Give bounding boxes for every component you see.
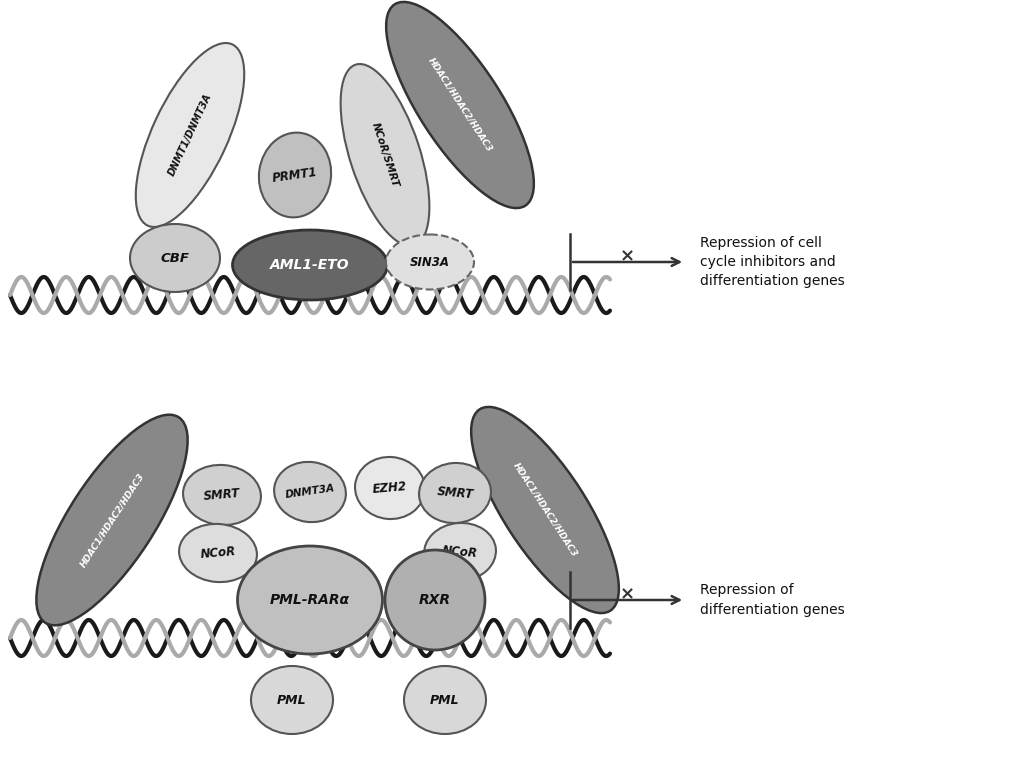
Ellipse shape — [404, 666, 486, 734]
Text: AML1-ETO: AML1-ETO — [270, 258, 350, 272]
Text: HDAC1/HDAC2/HDAC3: HDAC1/HDAC2/HDAC3 — [78, 471, 145, 569]
Text: NCoR: NCoR — [200, 545, 237, 561]
Text: CBF: CBF — [161, 252, 189, 265]
Text: DNMT3A: DNMT3A — [285, 483, 336, 500]
Ellipse shape — [183, 465, 261, 525]
Ellipse shape — [341, 64, 429, 246]
Ellipse shape — [385, 550, 485, 650]
Text: PRMT1: PRMT1 — [271, 166, 318, 185]
Ellipse shape — [274, 462, 346, 522]
Ellipse shape — [232, 230, 387, 300]
Ellipse shape — [37, 415, 187, 625]
Text: PML: PML — [278, 693, 307, 706]
Text: EZH2: EZH2 — [373, 480, 408, 496]
Text: ×: × — [620, 247, 635, 265]
Ellipse shape — [419, 463, 490, 523]
Text: ×: × — [620, 585, 635, 603]
Text: HDAC1/HDAC2/HDAC3: HDAC1/HDAC2/HDAC3 — [511, 461, 579, 558]
Ellipse shape — [136, 43, 245, 227]
Ellipse shape — [259, 133, 331, 217]
Ellipse shape — [471, 407, 618, 613]
Text: HDAC1/HDAC2/HDAC3: HDAC1/HDAC2/HDAC3 — [426, 56, 494, 153]
Ellipse shape — [424, 523, 496, 581]
Ellipse shape — [130, 224, 220, 292]
Text: DNMT1/DNMT3A: DNMT1/DNMT3A — [167, 92, 213, 178]
Text: PML-RARα: PML-RARα — [270, 593, 350, 607]
Text: SMRT: SMRT — [203, 487, 241, 503]
Text: NCoR: NCoR — [441, 544, 478, 560]
Ellipse shape — [386, 235, 474, 289]
Ellipse shape — [251, 666, 333, 734]
Ellipse shape — [238, 546, 383, 654]
Text: Repression of cell
cycle inhibitors and
differentiation genes: Repression of cell cycle inhibitors and … — [700, 235, 845, 288]
Ellipse shape — [355, 457, 425, 519]
Ellipse shape — [386, 2, 534, 208]
Text: NCoR/SMRT: NCoR/SMRT — [370, 121, 400, 189]
Text: RXR: RXR — [419, 593, 451, 607]
Ellipse shape — [179, 524, 257, 582]
Text: SMRT: SMRT — [436, 485, 474, 501]
Text: PML: PML — [430, 693, 460, 706]
Text: SIN3A: SIN3A — [410, 255, 450, 268]
Text: Repression of
differentiation genes: Repression of differentiation genes — [700, 583, 845, 617]
